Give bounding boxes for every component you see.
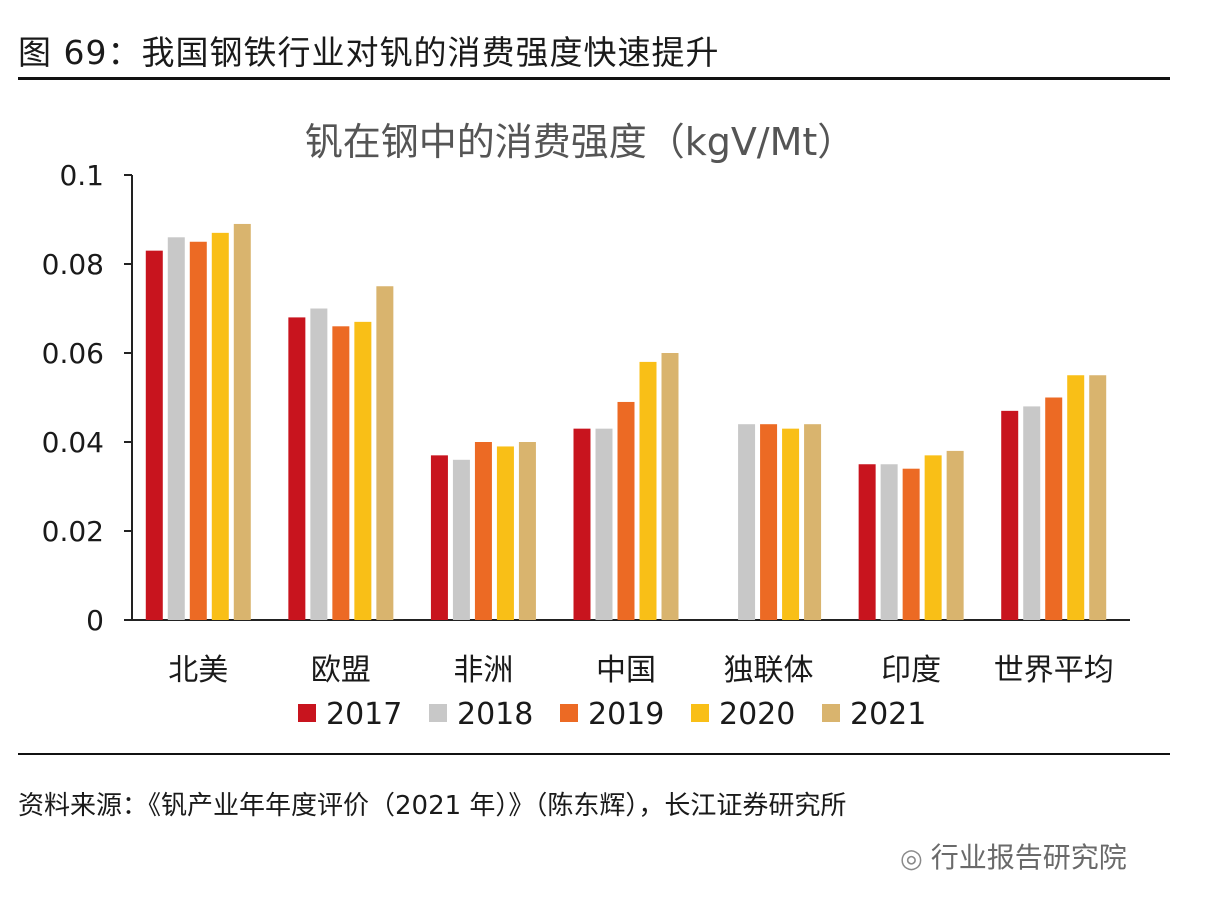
bar-2018-5 xyxy=(880,464,898,620)
bar-2019-6 xyxy=(1045,397,1063,620)
chart-title: 钒在钢中的消费强度（kgV/Mt） xyxy=(305,120,856,164)
bar-2019-5 xyxy=(902,468,920,620)
x-category-label: 北美 xyxy=(168,653,228,688)
bar-2017-0 xyxy=(145,250,163,620)
y-tick-label: 0.1 xyxy=(59,159,104,192)
x-category-label: 欧盟 xyxy=(311,653,371,688)
bar-2020-1 xyxy=(354,321,372,620)
y-tick-label: 0 xyxy=(86,604,104,637)
bar-2021-1 xyxy=(376,286,394,620)
bar-2018-1 xyxy=(310,308,328,620)
y-tick-label: 0.06 xyxy=(42,337,104,370)
legend-label: 2018 xyxy=(457,697,533,732)
watermark-text: 行业报告研究院 xyxy=(930,841,1127,874)
x-category-label: 世界平均 xyxy=(994,653,1114,688)
bar-2019-2 xyxy=(474,442,492,620)
bar-2017-2 xyxy=(430,455,448,620)
legend-label: 2017 xyxy=(326,697,402,732)
legend-label: 2020 xyxy=(719,697,795,732)
y-tick-label: 0.04 xyxy=(42,426,104,459)
bar-2018-0 xyxy=(167,237,185,621)
source-note: 资料来源：《钒产业年年度评价（2021 年）》（陈东辉），长江证券研究所 xyxy=(18,791,847,821)
legend-swatch-2021 xyxy=(822,704,840,722)
bar-2019-3 xyxy=(617,401,635,620)
bar-2018-4 xyxy=(738,424,756,620)
bar-2021-3 xyxy=(661,353,679,620)
x-axis-labels: 北美 欧盟 非洲 中国 独联体 印度 世界平均 xyxy=(168,653,1113,688)
bars-group xyxy=(145,223,1107,621)
bar-2020-0 xyxy=(211,232,229,620)
bar-2020-4 xyxy=(782,428,800,620)
bar-2017-5 xyxy=(858,464,876,620)
x-category-label: 印度 xyxy=(881,653,941,688)
bar-2020-5 xyxy=(924,455,942,620)
bar-2021-6 xyxy=(1089,375,1107,620)
bottom-divider xyxy=(18,753,1170,755)
legend-swatch-2019 xyxy=(560,704,578,722)
legend-label: 2021 xyxy=(850,697,926,732)
bar-2020-3 xyxy=(639,361,657,620)
bar-2017-1 xyxy=(288,317,306,620)
y-tick-label: 0.08 xyxy=(42,248,104,281)
top-divider xyxy=(18,77,1170,80)
legend-swatch-2017 xyxy=(298,704,316,722)
bar-2021-2 xyxy=(518,442,536,620)
bar-2019-0 xyxy=(189,241,207,620)
y-tick-label: 0.02 xyxy=(42,515,104,548)
legend-label: 2019 xyxy=(588,697,664,732)
bar-2018-2 xyxy=(452,459,470,620)
bar-2017-3 xyxy=(573,428,591,620)
bar-2020-2 xyxy=(496,446,514,620)
legend: 2017 2018 2019 2020 2021 xyxy=(298,697,926,732)
x-category-label: 中国 xyxy=(596,653,656,688)
wechat-icon: ◎ xyxy=(900,844,923,874)
watermark: ◎ 行业报告研究院 xyxy=(900,836,1127,876)
x-category-label: 独联体 xyxy=(724,653,814,688)
bar-2017-6 xyxy=(1001,410,1019,620)
bar-2021-4 xyxy=(804,424,822,620)
bar-2021-5 xyxy=(946,450,964,620)
legend-swatch-2018 xyxy=(429,704,447,722)
bar-2018-6 xyxy=(1023,406,1041,620)
legend-swatch-2020 xyxy=(691,704,709,722)
figure-title: 图 69：我国钢铁行业对钒的消费强度快速提升 xyxy=(18,33,720,72)
x-category-label: 非洲 xyxy=(453,653,513,688)
bar-2020-6 xyxy=(1067,375,1085,620)
bar-2018-3 xyxy=(595,428,613,620)
bar-2021-0 xyxy=(233,223,251,620)
bar-2019-4 xyxy=(760,424,778,620)
bar-2019-1 xyxy=(332,326,350,620)
